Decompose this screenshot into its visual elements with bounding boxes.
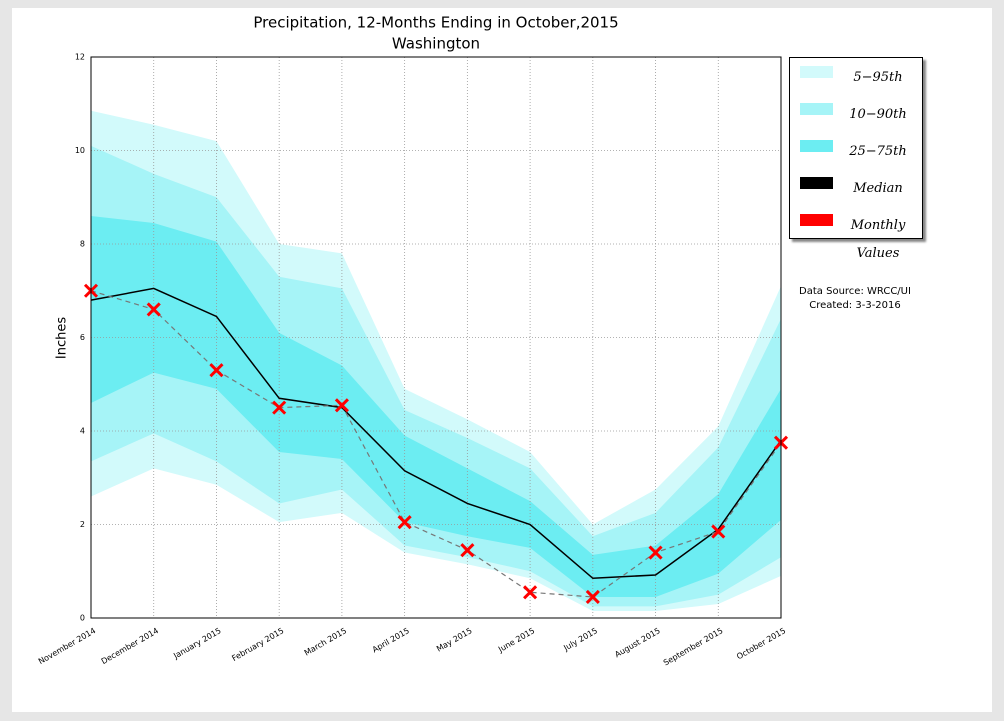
y-tick-label: 8 [80, 240, 85, 249]
x-tick-label: June 2015 [496, 626, 536, 654]
chart-subtitle: Washington [392, 35, 480, 53]
legend-label: 10−90th [849, 107, 907, 122]
x-tick-label: February 2015 [230, 626, 285, 663]
x-tick-label: October 2015 [735, 626, 787, 661]
legend-swatch [800, 66, 833, 78]
data-marker [397, 515, 412, 530]
legend-swatch [800, 103, 833, 115]
y-tick-label: 6 [80, 333, 85, 342]
annotation: Data Source: WRCC/UI [799, 286, 911, 297]
data-marker [460, 543, 475, 558]
legend-entry: 5−95th [796, 64, 916, 92]
x-tick-label: May 2015 [435, 626, 474, 654]
data-marker [648, 545, 663, 560]
data-marker [711, 524, 726, 539]
y-tick-label: 2 [80, 520, 85, 529]
monthly-line [90, 290, 782, 598]
y-axis-label: Inches [55, 317, 70, 359]
legend-swatch [800, 140, 833, 152]
legend: 5−95th 10−90th 25−75th Median Monthly Values [789, 57, 923, 261]
band-area [91, 215, 781, 597]
legend-entry: 10−90th [796, 101, 916, 129]
x-tick-label: July 2015 [561, 626, 599, 653]
data-marker [334, 398, 349, 413]
x-tick-label: March 2015 [303, 626, 348, 657]
data-marker [272, 400, 287, 415]
annotation: Created: 3-3-2016 [809, 300, 901, 311]
y-tick-label: 12 [75, 53, 85, 62]
y-tick-label: 0 [80, 614, 85, 623]
legend-label: 25−75th [849, 144, 907, 159]
legend-swatch [800, 214, 833, 226]
legend-label: Monthly Values [850, 218, 906, 261]
legend-label: Median [853, 181, 903, 196]
chart-title: Precipitation, 12-Months Ending in Octob… [253, 14, 618, 32]
legend-label: 5−95th [853, 70, 903, 85]
median-line [90, 287, 782, 580]
data-marker [209, 363, 224, 378]
y-tick-label: 4 [80, 427, 85, 436]
legend-entry: 25−75th [796, 138, 916, 166]
data-marker [146, 302, 161, 317]
legend-entry: Monthly Values [796, 212, 916, 268]
x-tick-label: August 2015 [613, 626, 662, 659]
legend-entry: Median [796, 175, 916, 203]
x-tick-label: September 2015 [662, 626, 725, 667]
x-tick-label: January 2015 [171, 626, 222, 661]
x-tick-label: April 2015 [371, 626, 411, 654]
data-marker [585, 589, 600, 605]
plot-frame [90, 56, 782, 619]
legend-swatch [800, 177, 833, 189]
y-tick-label: 10 [75, 146, 85, 155]
x-tick-label: November 2014 [37, 626, 97, 666]
data-marker [523, 585, 538, 600]
x-tick-label: December 2014 [100, 626, 160, 666]
band-area [91, 145, 781, 607]
